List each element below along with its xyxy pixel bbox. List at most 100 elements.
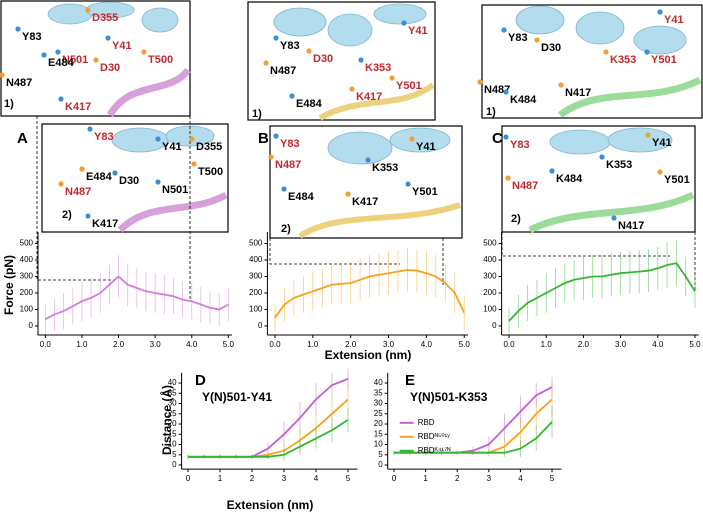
atom <box>657 9 663 15</box>
atom <box>189 136 195 142</box>
residue-label: Y83 <box>510 139 530 151</box>
data-line <box>188 419 349 458</box>
x-tick-label: 1.0 <box>541 340 553 349</box>
data-line <box>274 268 466 319</box>
residue-label: Y83 <box>280 138 300 150</box>
x-tick-label: 0.0 <box>40 340 52 349</box>
residue-label: K417 <box>65 101 91 113</box>
atom <box>477 79 483 85</box>
inset-art <box>0 0 703 300</box>
atom <box>155 179 161 185</box>
atom <box>345 191 351 197</box>
inset-tag: 2) <box>511 213 521 225</box>
residue-label: N501 <box>62 54 88 66</box>
residue-label: Y41 <box>652 137 672 149</box>
atom <box>603 49 609 55</box>
atom <box>93 57 99 63</box>
x-tick-label: 1 <box>218 474 223 483</box>
atom <box>558 82 564 88</box>
residue-label: E484 <box>296 98 323 110</box>
y-tick-label: 300 <box>483 272 497 281</box>
atom <box>58 96 64 102</box>
y-tick-label: 100 <box>483 305 497 314</box>
panel-label: D <box>195 372 206 389</box>
residue-label: Y501 <box>396 80 422 92</box>
x-tick-label: 4 <box>518 474 523 483</box>
y-axis-label: Force (pN) <box>2 255 16 315</box>
residue-label: D355 <box>92 12 118 24</box>
atom <box>289 93 295 99</box>
y-tick-label: 35 <box>168 388 177 397</box>
y-tick-label: 20 <box>374 419 383 428</box>
atom <box>263 60 269 66</box>
x-tick-label: 1 <box>423 474 428 483</box>
y-tick-label: 200 <box>20 288 34 297</box>
y-tick-label: 500 <box>20 239 34 248</box>
y-tick-label: 15 <box>374 429 383 438</box>
residue-label: Y41 <box>112 40 132 52</box>
inset-tag: 1) <box>486 106 496 118</box>
residue-label: K484 <box>510 94 537 106</box>
y-tick-label: 100 <box>20 305 34 314</box>
y-tick-label: 0 <box>258 321 263 330</box>
residue-label: Y83 <box>280 40 300 52</box>
legend-label: RBD <box>418 418 435 427</box>
x-tick-label: 0.0 <box>269 340 281 349</box>
y-tick-label: 35 <box>374 388 383 397</box>
panel-label: A <box>17 130 28 147</box>
atom <box>505 175 511 181</box>
atom <box>191 161 197 167</box>
residue-label: Y501 <box>664 174 690 186</box>
residue-label: E484 <box>288 191 315 203</box>
atom <box>105 35 111 41</box>
residue-label: Y83 <box>508 32 528 44</box>
data-line <box>508 262 696 322</box>
x-tick-label: 3.0 <box>150 340 162 349</box>
atom <box>365 157 371 163</box>
residue-label: E484 <box>48 57 75 69</box>
y-tick-label: 400 <box>20 255 34 264</box>
atom <box>611 215 617 221</box>
residue-label: N487 <box>275 159 301 171</box>
x-tick-label: 3 <box>487 474 492 483</box>
residue-label: E484 <box>86 171 113 183</box>
residue-label: Y501 <box>651 54 677 66</box>
residue-label: Y41 <box>162 141 182 153</box>
x-tick-label: 0 <box>392 474 397 483</box>
residue-label: N417 <box>565 87 591 99</box>
atom <box>409 136 415 142</box>
y-tick-label: 5 <box>378 450 383 459</box>
y-tick-label: 20 <box>168 419 177 428</box>
atom <box>405 181 411 187</box>
atom <box>141 49 147 55</box>
residue-label: D355 <box>196 141 222 153</box>
y-tick-label: 15 <box>168 429 177 438</box>
y-tick-label: 10 <box>168 440 177 449</box>
y-tick-label: 25 <box>168 409 177 418</box>
residue-label: K353 <box>606 159 632 171</box>
atom <box>645 132 651 138</box>
y-tick-label: 40 <box>374 378 383 387</box>
residue-label: K417 <box>352 196 378 208</box>
y-tick-label: 0 <box>378 460 383 469</box>
y-axis-label: Distance (Å) <box>159 385 174 455</box>
x-tick-label: 2.0 <box>113 340 125 349</box>
x-axis-label: Extension (nm) <box>227 498 314 512</box>
residue-label: K353 <box>365 62 391 74</box>
x-tick-label: 5.0 <box>459 340 471 349</box>
chart-title: Y(N)501-K353 <box>410 390 488 404</box>
residue-label: D30 <box>100 62 120 74</box>
y-tick-label: 5 <box>172 450 177 459</box>
panel-label: B <box>258 130 269 147</box>
x-tick-label: 4.0 <box>186 340 198 349</box>
y-tick-label: 30 <box>168 399 177 408</box>
atom <box>41 52 47 58</box>
x-tick-label: 5.0 <box>223 340 235 349</box>
atom <box>349 86 355 92</box>
atom <box>549 168 555 174</box>
residue-label: K484 <box>556 173 583 185</box>
y-tick-label: 500 <box>249 239 263 248</box>
x-tick-label: 3.0 <box>383 340 395 349</box>
x-tick-label: 2.0 <box>578 340 590 349</box>
y-tick-label: 400 <box>249 255 263 264</box>
